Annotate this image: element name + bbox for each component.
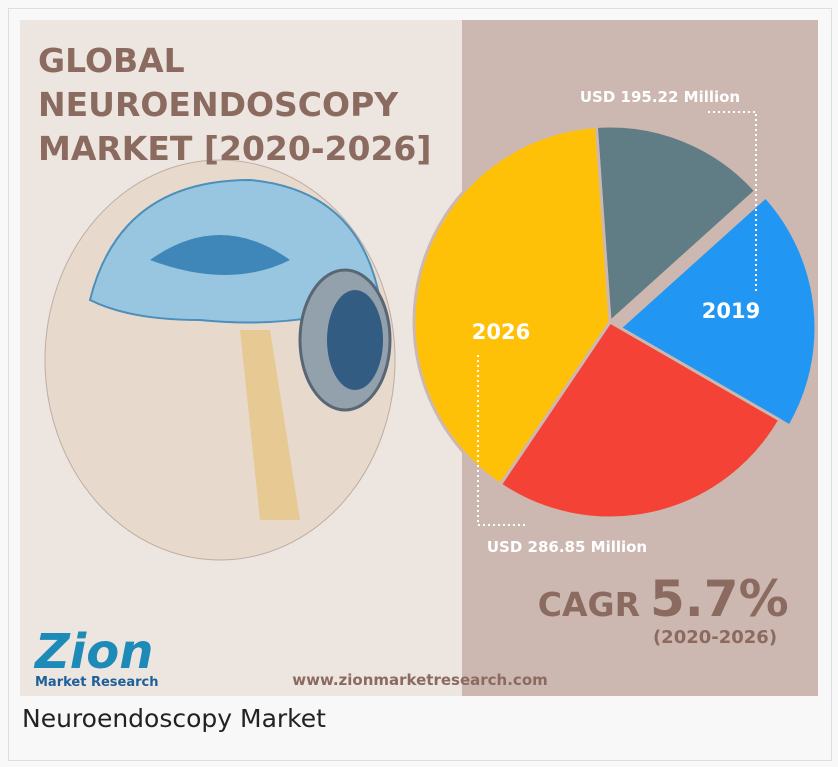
cagr-label: CAGR [538,585,640,624]
infographic: GLOBAL NEUROENDOSCOPY MARKET [2020-2026]… [0,0,838,700]
cagr-value: 5.7% [650,570,789,628]
logo: Zion [33,624,153,680]
title-line: NEUROENDOSCOPY [38,85,399,124]
logo-subtitle: Market Research [35,675,159,690]
title-line: GLOBAL [38,41,185,80]
website: www.zionmarketresearch.com [292,671,548,689]
value-label: USD 195.22 Million [580,88,740,106]
caption: Neuroendoscopy Market [22,704,326,733]
page: GLOBAL NEUROENDOSCOPY MARKET [2020-2026]… [0,0,838,767]
cagr-period: (2020-2026) [653,627,777,648]
title-line: MARKET [2020-2026] [38,129,431,168]
head-illustration [45,160,395,560]
year-label: 2019 [702,299,760,323]
year-label: 2026 [472,320,530,344]
value-label: USD 286.85 Million [487,538,647,556]
